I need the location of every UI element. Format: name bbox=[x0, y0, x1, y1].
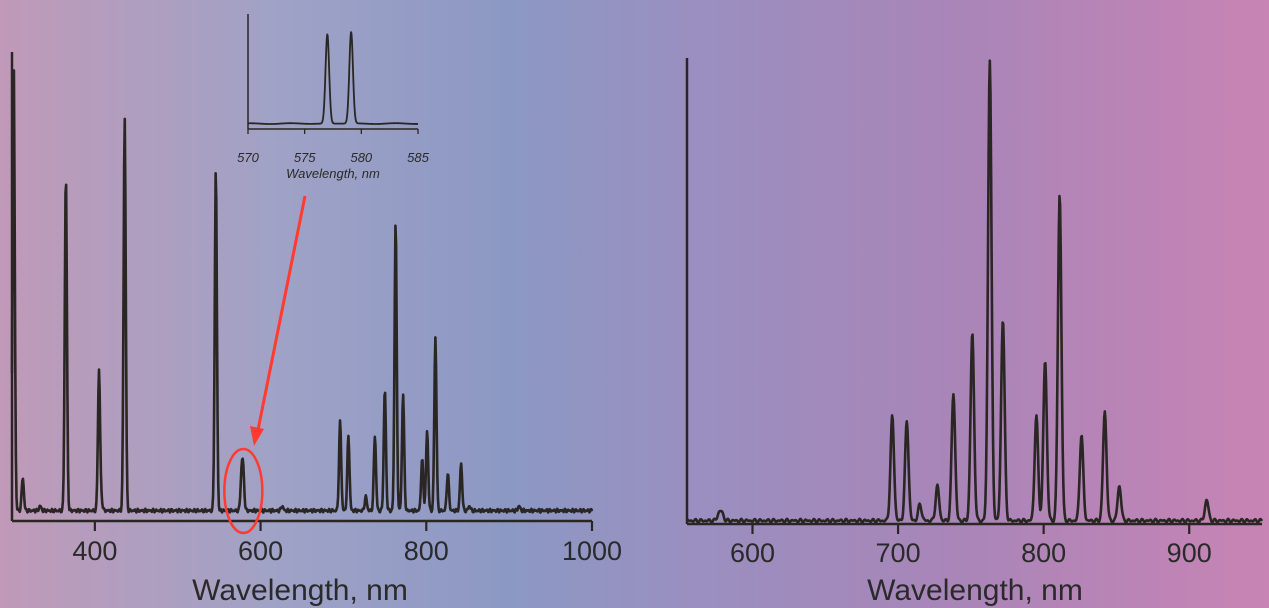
highlight-arrow bbox=[256, 195, 307, 431]
right-x-tick-label: 800 bbox=[1021, 538, 1066, 568]
left-x-tick-label: 600 bbox=[238, 536, 283, 566]
right-x-tick-label: 600 bbox=[730, 538, 775, 568]
inset-x-tick-label: 580 bbox=[350, 150, 372, 165]
right-x-ticks: 600 700 800 900 bbox=[730, 524, 1212, 568]
right-x-tick-label: 700 bbox=[876, 538, 921, 568]
left-x-tick-label: 1000 bbox=[562, 536, 622, 566]
zoom-annotation bbox=[223, 195, 307, 535]
inset-spectrum-line bbox=[247, 31, 419, 125]
right-x-axis-title: Wavelength, nm bbox=[867, 574, 1083, 607]
inset-x-tick-label: 575 bbox=[294, 150, 316, 165]
left-spectrum-line bbox=[10, 69, 594, 514]
inset-x-ticks: 570 575 580 585 bbox=[237, 129, 430, 165]
right-spectrum-line bbox=[686, 59, 1264, 524]
inset-x-tick-label: 585 bbox=[407, 150, 429, 165]
left-x-axis-title: Wavelength, nm bbox=[192, 574, 408, 607]
left-x-tick-label: 800 bbox=[404, 536, 449, 566]
highlight-ellipse bbox=[223, 447, 264, 535]
inset-spectrum-chart: 570 575 580 585 Wavelength, nm bbox=[237, 14, 430, 181]
inset-x-axis-title: Wavelength, nm bbox=[286, 166, 380, 181]
right-spectrum-chart: 600 700 800 900 Wavelength, nm bbox=[685, 58, 1264, 607]
inset-x-tick-label: 570 bbox=[237, 150, 259, 165]
left-x-ticks: 400 600 800 1000 bbox=[72, 521, 622, 566]
highlight-arrowhead bbox=[250, 426, 264, 446]
right-x-tick-label: 900 bbox=[1167, 538, 1212, 568]
left-x-tick-label: 400 bbox=[72, 536, 117, 566]
left-spectrum-chart: 400 600 800 1000 Wavelength, nm bbox=[10, 52, 622, 607]
